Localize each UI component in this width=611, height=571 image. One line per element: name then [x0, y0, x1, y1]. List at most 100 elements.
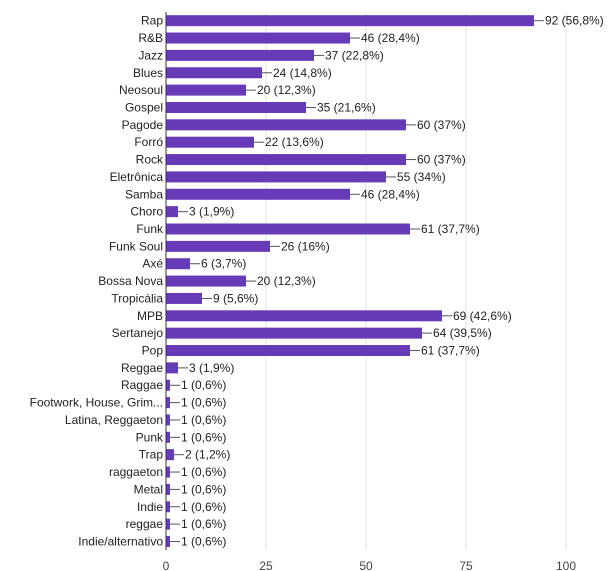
value-label: 60 (37%): [417, 153, 466, 167]
bar: [166, 136, 254, 148]
bar: [166, 449, 174, 461]
value-label: 20 (12,3%): [257, 83, 316, 97]
category-label: MPB: [137, 309, 163, 323]
bar: [166, 67, 262, 79]
bar: [166, 327, 422, 339]
bars: [166, 15, 534, 547]
category-label: Eletrônica: [110, 170, 164, 184]
value-label: 26 (16%): [281, 239, 330, 253]
category-label: Pagode: [122, 118, 164, 132]
bar: [166, 466, 170, 478]
value-label: 1 (0,6%): [181, 500, 226, 514]
bar: [166, 84, 246, 96]
category-label: Blues: [133, 66, 163, 80]
bar: [166, 275, 246, 287]
category-label: Rock: [136, 153, 164, 167]
category-label: Sertanejo: [112, 326, 164, 340]
value-label: 22 (13,6%): [265, 135, 324, 149]
value-label: 61 (37,7%): [421, 344, 480, 358]
bar: [166, 49, 314, 61]
bar: [166, 345, 410, 357]
bar: [166, 101, 306, 113]
value-label: 1 (0,6%): [181, 413, 226, 427]
x-axis-ticks: 0 25 50 75 100: [163, 559, 577, 571]
bar: [166, 501, 170, 513]
category-label: Metal: [134, 482, 163, 496]
category-label: Funk Soul: [109, 239, 163, 253]
x-tick-label: 50: [359, 559, 373, 571]
grid-lines: [265, 12, 567, 551]
category-label: Funk: [136, 222, 164, 236]
category-label: reggae: [126, 517, 164, 531]
value-label: 64 (39,5%): [433, 326, 492, 340]
value-label: 61 (37,7%): [421, 222, 480, 236]
category-label: Indie/alternativo: [78, 534, 163, 548]
value-label: 24 (14,8%): [273, 66, 332, 80]
value-label: 9 (5,6%): [213, 291, 258, 305]
bar: [166, 15, 534, 27]
category-label: Reggae: [121, 361, 163, 375]
bar: [166, 171, 386, 183]
value-label: 1 (0,6%): [181, 534, 226, 548]
category-label: R&B: [138, 31, 163, 45]
category-label: Indie: [137, 500, 163, 514]
value-label: 3 (1,9%): [189, 205, 234, 219]
value-label: 1 (0,6%): [181, 517, 226, 531]
value-label: 1 (0,6%): [181, 378, 226, 392]
bar: [166, 292, 202, 304]
category-label: Raggae: [121, 378, 163, 392]
category-label: Jazz: [138, 48, 163, 62]
category-labels: Rap R&B Jazz Blues Neosoul Gospel Pagode Forró R…: [30, 14, 164, 549]
category-label: Punk: [136, 430, 164, 444]
category-label: Gospel: [125, 100, 163, 114]
value-labels: 92 (56,8%) 46 (28,4%) 37 (22,8%) 24 (14,8%)…: [170, 14, 604, 548]
bar: [166, 258, 190, 270]
bar: [166, 362, 178, 374]
bar: [166, 518, 170, 530]
value-label: 37 (22,8%): [325, 48, 384, 62]
x-tick-label: 100: [556, 559, 576, 571]
category-label: Bossa Nova: [98, 274, 163, 288]
category-label: Axé: [142, 257, 163, 271]
bar: [166, 379, 170, 391]
category-label: Tropicália: [111, 291, 163, 305]
value-label: 60 (37%): [417, 118, 466, 132]
category-label: Footwork, House, Grim...: [30, 396, 163, 410]
value-label: 69 (42,6%): [453, 309, 512, 323]
category-label: Trap: [139, 448, 164, 462]
value-label: 55 (34%): [397, 170, 446, 184]
bar: [166, 310, 442, 322]
value-label: 1 (0,6%): [181, 430, 226, 444]
category-label: Samba: [125, 187, 163, 201]
bar: [166, 188, 350, 200]
bar: [166, 206, 178, 218]
category-label: Choro: [130, 205, 163, 219]
x-tick-label: 0: [163, 559, 170, 571]
value-label: 6 (3,7%): [201, 257, 246, 271]
bar: [166, 483, 170, 495]
category-label: Latina, Reggaeton: [65, 413, 163, 427]
value-label: 46 (28,4%): [361, 31, 420, 45]
category-label: Forró: [134, 135, 163, 149]
value-label: 20 (12,3%): [257, 274, 316, 288]
bar: [166, 397, 170, 409]
x-tick-label: 75: [459, 559, 473, 571]
category-label: Pop: [142, 344, 164, 358]
value-label: 46 (28,4%): [361, 187, 420, 201]
value-label: 3 (1,9%): [189, 361, 234, 375]
bar: [166, 240, 270, 252]
value-label: 92 (56,8%): [545, 14, 604, 28]
x-tick-label: 25: [259, 559, 273, 571]
bar: [166, 223, 410, 235]
value-label: 1 (0,6%): [181, 482, 226, 496]
value-label: 35 (21,6%): [317, 100, 376, 114]
value-label: 1 (0,6%): [181, 396, 226, 410]
bar: [166, 535, 170, 547]
category-label: raggaeton: [109, 465, 163, 479]
category-label: Neosoul: [119, 83, 163, 97]
bar: [166, 431, 170, 443]
bar: [166, 414, 170, 426]
bar: [166, 119, 406, 131]
bar: [166, 32, 350, 44]
